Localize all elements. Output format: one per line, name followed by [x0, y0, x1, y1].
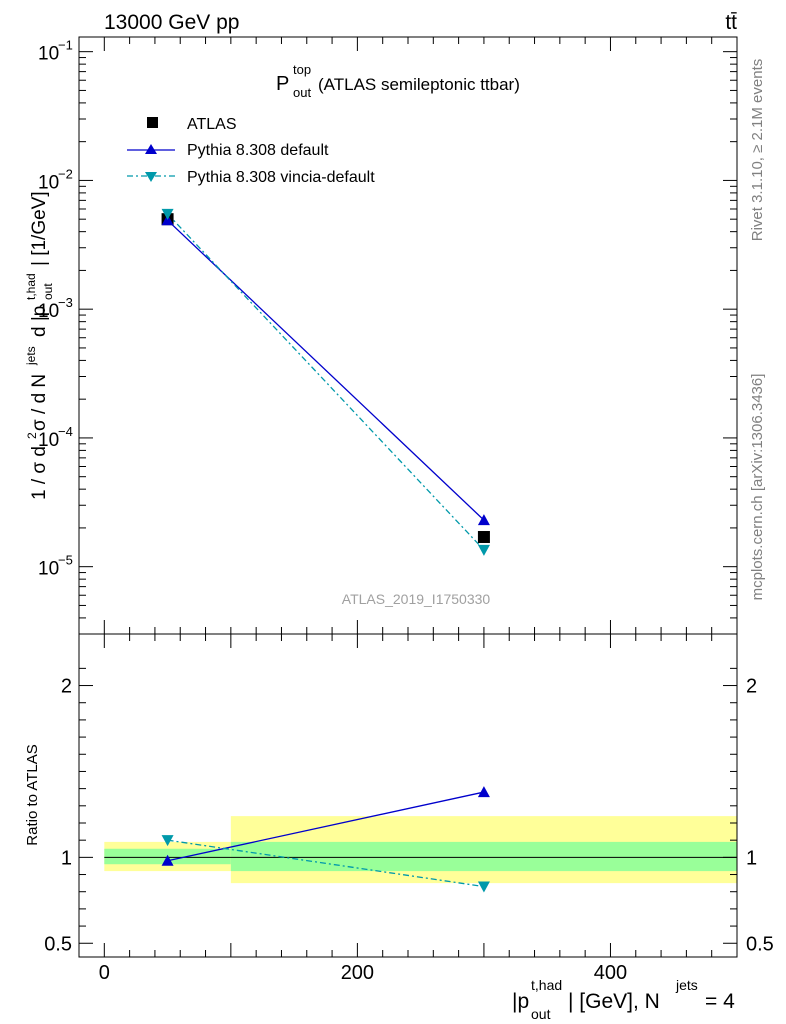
main-ytick-label-base-4: 10: [38, 44, 59, 65]
x-axis-label-thad: t,had: [531, 977, 562, 993]
main-ytick-label-base-0: 10: [38, 559, 59, 580]
plot-title-sup: top: [293, 62, 311, 77]
main-point-s2-0: [161, 208, 174, 220]
main-ytick-label-exp-4: −1: [58, 38, 73, 53]
header-energy-label: 13000 GeV pp: [104, 11, 239, 34]
ratio-ytick-label-left-0: 0.5: [44, 933, 72, 955]
main-ytick-label-base-2: 10: [38, 301, 59, 322]
legend-label-default: Pythia 8.308 default: [187, 142, 329, 159]
main-ytick-label-base-3: 10: [38, 172, 59, 193]
legend-marker-default: [145, 144, 157, 154]
x-axis-label-part3: = 4: [705, 990, 735, 1013]
ratio-point-s1-0: [161, 835, 174, 847]
y-axis-label-part4: | [1/GeV]: [29, 191, 50, 266]
main-series-line-1: [167, 219, 485, 521]
ratio-xtick-label-1: 200: [341, 962, 374, 984]
x-axis-label-part1: |p: [512, 990, 529, 1013]
y-axis-label-sup2: 2: [25, 432, 39, 439]
legend-label-vincia: Pythia 8.308 vincia-default: [187, 169, 375, 186]
main-ytick-label-exp-2: −3: [58, 295, 73, 310]
x-axis-label-out: out: [531, 1006, 551, 1022]
main-ytick-label-exp-3: −2: [58, 166, 73, 181]
plot-title-rest: (ATLAS semileptonic ttbar): [318, 75, 520, 94]
main-point-s2-1: [477, 544, 490, 556]
y-axis-label-ratio: Ratio to ATLAS: [24, 744, 41, 845]
y-axis-label-out: out: [41, 283, 55, 300]
ratio-xtick-label-0: 0: [99, 962, 110, 984]
y-axis-label-main: 1 / σ d 2 σ / d N jets d |p t,had out | …: [24, 191, 55, 500]
ratio-ytick-label-right-0: 0.5: [746, 933, 774, 955]
main-ytick-label-exp-0: −5: [58, 553, 73, 568]
y-axis-label-part3: d |p: [29, 306, 50, 337]
plot-title: P top out (ATLAS semileptonic ttbar): [276, 62, 520, 100]
y-axis-label-thad: t,had: [24, 273, 38, 300]
main-ytick-label-base-1: 10: [38, 430, 59, 451]
ratio-series-line-0: [167, 791, 485, 862]
ratio-point-s0-1: [477, 786, 490, 798]
ratio-band-inner-1: [230, 841, 737, 872]
y-axis-label-jets: jets: [24, 346, 38, 366]
ratio-frame: [78, 633, 738, 958]
x-axis-label-jets: jets: [675, 977, 698, 993]
ratio-point-s0-0: [161, 854, 174, 866]
x-axis-label: |p t,had out | [GeV], N jets = 4: [512, 977, 735, 1022]
main-panel: 10−510−410−310−210−1 P top out (ATLAS se…: [38, 36, 738, 635]
plot-title-main: P: [276, 73, 289, 95]
mcplots-label: mcplots.cern.ch [arXiv:1306.3436]: [749, 374, 766, 601]
legend-label-atlas: ATLAS: [187, 116, 237, 133]
ratio-ytick-label-right-1: 1: [746, 847, 757, 869]
main-frame: [78, 36, 738, 635]
main-ytick-label-exp-1: −4: [58, 424, 73, 439]
ratio-panel: 0.5 0.5 1 1 2 2 0 200 400: [44, 633, 774, 984]
legend: ATLAS Pythia 8.308 default Pythia 8.308 …: [127, 116, 375, 186]
ratio-point-s1-1: [477, 881, 490, 893]
plot-title-sub: out: [293, 85, 311, 100]
ratio-xtick-label-2: 400: [594, 962, 627, 984]
main-series-line-2: [167, 213, 485, 551]
ratio-ytick-label-left-1: 1: [61, 847, 72, 869]
header-process-label: tt̄: [725, 11, 737, 34]
ratio-series-line-1: [167, 839, 485, 888]
watermark: ATLAS_2019_I1750330: [342, 591, 491, 607]
main-point-s1-1: [477, 514, 490, 526]
rivet-label: Rivet 3.1.10, ≥ 2.1M events: [749, 59, 766, 242]
main-plot-marks: [161, 208, 490, 556]
ratio-ticks: 0.5 0.5 1 1 2 2 0 200 400: [44, 634, 774, 984]
ratio-plot-marks: [104, 786, 737, 893]
legend-marker-atlas: [147, 117, 158, 128]
ratio-ytick-label-left-2: 2: [61, 676, 72, 698]
x-axis-label-part2: | [GeV], N: [568, 990, 660, 1013]
y-axis-label-part2: σ / d N: [29, 374, 50, 431]
main-ticks: 10−510−410−310−210−1: [38, 37, 738, 635]
y-axis-label-part1: 1 / σ d: [29, 446, 50, 500]
ratio-ytick-label-right-2: 2: [746, 676, 757, 698]
main-point-s0-1: [477, 531, 490, 544]
legend-marker-vincia: [145, 172, 157, 182]
